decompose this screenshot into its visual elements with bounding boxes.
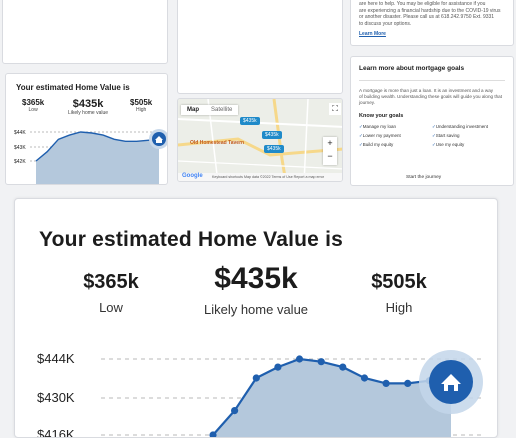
place-label[interactable]: Old Homestead Tavern xyxy=(190,140,245,146)
home-value-chart: $444K $430K $416K xyxy=(37,350,485,438)
help-text-line: are experiencing a financial hardship du… xyxy=(359,7,501,14)
data-point[interactable] xyxy=(231,407,239,415)
data-point[interactable] xyxy=(404,379,412,387)
chart-line-small xyxy=(35,131,160,162)
map-tab[interactable]: Map xyxy=(187,107,199,113)
map-type-toggle: Map Satellite xyxy=(181,105,239,115)
low-value: $365k xyxy=(83,271,139,293)
start-journey-link[interactable]: Start the journey xyxy=(406,175,442,180)
data-point[interactable] xyxy=(382,379,390,387)
chart-area xyxy=(213,359,451,437)
data-point[interactable] xyxy=(295,355,304,363)
home-value-chart-small: $44K $43K $42K xyxy=(14,129,167,184)
learn-more-link[interactable]: Learn More xyxy=(359,31,386,38)
goals-intro: A mortgage is more than just a loan. It … xyxy=(359,88,505,106)
blank-card-left xyxy=(2,0,168,64)
goal-item[interactable]: Lower my payment xyxy=(359,133,432,139)
goals-title: Learn more about mortgage goals xyxy=(359,65,465,72)
fullscreen-icon[interactable]: ⛶ xyxy=(329,103,341,115)
goal-item[interactable]: Start saving xyxy=(432,133,505,139)
help-text-line: are here to help. You may be eligible fo… xyxy=(359,1,486,7)
likely-estimate: $435k Likely home value xyxy=(191,262,321,317)
help-text-line: to discuss your options. xyxy=(359,20,412,27)
map-card[interactable]: Map Satellite ⛶ Old Homestead Tavern $43… xyxy=(177,98,343,182)
high-estimate-small: $505k High xyxy=(130,98,152,113)
home-value-title: Your estimated Home Value is xyxy=(39,228,343,251)
home-icon xyxy=(155,136,163,143)
y-tick-label: $43K xyxy=(14,145,26,151)
data-point[interactable] xyxy=(360,374,369,382)
divider xyxy=(359,80,505,81)
goal-item[interactable]: Manage my loan xyxy=(359,124,432,130)
intro-line: journey. xyxy=(359,100,376,105)
y-tick-label: $44K xyxy=(14,130,26,136)
likely-label: Likely home value xyxy=(68,110,109,116)
home-value-title-small: Your estimated Home Value is xyxy=(16,83,130,92)
home-icon xyxy=(441,374,461,391)
chart-area-small xyxy=(36,132,159,184)
map-brand-logo: Google xyxy=(182,173,203,179)
low-value: $365k xyxy=(22,98,45,107)
goal-item[interactable]: Use my equity xyxy=(432,142,505,148)
data-point[interactable] xyxy=(274,363,282,371)
zoom-in-button[interactable]: + xyxy=(327,138,333,148)
likely-estimate-small: $435k Likely home value xyxy=(68,98,108,116)
low-label: Low xyxy=(99,300,123,315)
price-pin[interactable]: $435k xyxy=(264,145,284,153)
home-value-card-large: Your estimated Home Value is $365k Low $… xyxy=(14,198,498,438)
data-point[interactable] xyxy=(339,363,347,371)
y-tick-label: $42K xyxy=(14,159,26,165)
high-label: High xyxy=(385,300,413,315)
know-goals-heading: Know your goals xyxy=(359,113,404,119)
map-footer[interactable]: Keyboard shortcuts Map data ©2022 Terms … xyxy=(212,175,325,179)
intro-line: of building wealth. Understanding these … xyxy=(359,94,503,99)
likely-value: $435k xyxy=(214,262,298,295)
mortgage-goals-card: Learn more about mortgage goals A mortga… xyxy=(350,56,514,186)
data-point[interactable] xyxy=(317,358,325,366)
help-text-line: or another disaster. Please call us at 6… xyxy=(359,14,495,21)
intro-line: A mortgage is more than just a loan. It … xyxy=(359,88,494,93)
goals-list: Manage my loan Understanding investment … xyxy=(359,124,505,148)
zoom-controls: + − xyxy=(323,137,337,165)
high-value: $505k xyxy=(130,98,153,107)
high-estimate: $505k High xyxy=(359,271,439,315)
y-tick-label: $416K xyxy=(37,427,75,438)
y-tick-label: $444K xyxy=(37,351,75,366)
likely-value: $435k xyxy=(72,98,104,110)
data-point[interactable] xyxy=(252,374,260,382)
low-label: Low xyxy=(28,107,38,113)
home-value-card-small: Your estimated Home Value is $365k Low $… xyxy=(5,73,168,185)
zoom-out-button[interactable]: − xyxy=(327,151,333,161)
home-icon-door xyxy=(448,385,454,391)
low-estimate: $365k Low xyxy=(71,271,151,315)
goal-item[interactable]: Build my equity xyxy=(359,142,432,148)
blank-card-middle xyxy=(177,0,343,94)
likely-label: Likely home value xyxy=(203,302,309,317)
high-label: High xyxy=(135,107,147,113)
low-estimate-small: $365k Low xyxy=(22,98,44,113)
price-pin[interactable]: $435k xyxy=(262,131,282,139)
satellite-tab[interactable]: Satellite xyxy=(211,107,233,113)
high-value: $505k xyxy=(371,271,427,293)
y-tick-label: $430K xyxy=(37,390,75,405)
help-card: are here to help. You may be eligible fo… xyxy=(350,0,514,46)
chart-line xyxy=(212,357,452,436)
price-pin[interactable]: $435k xyxy=(240,117,260,125)
goal-item[interactable]: Understanding investment xyxy=(432,124,505,130)
